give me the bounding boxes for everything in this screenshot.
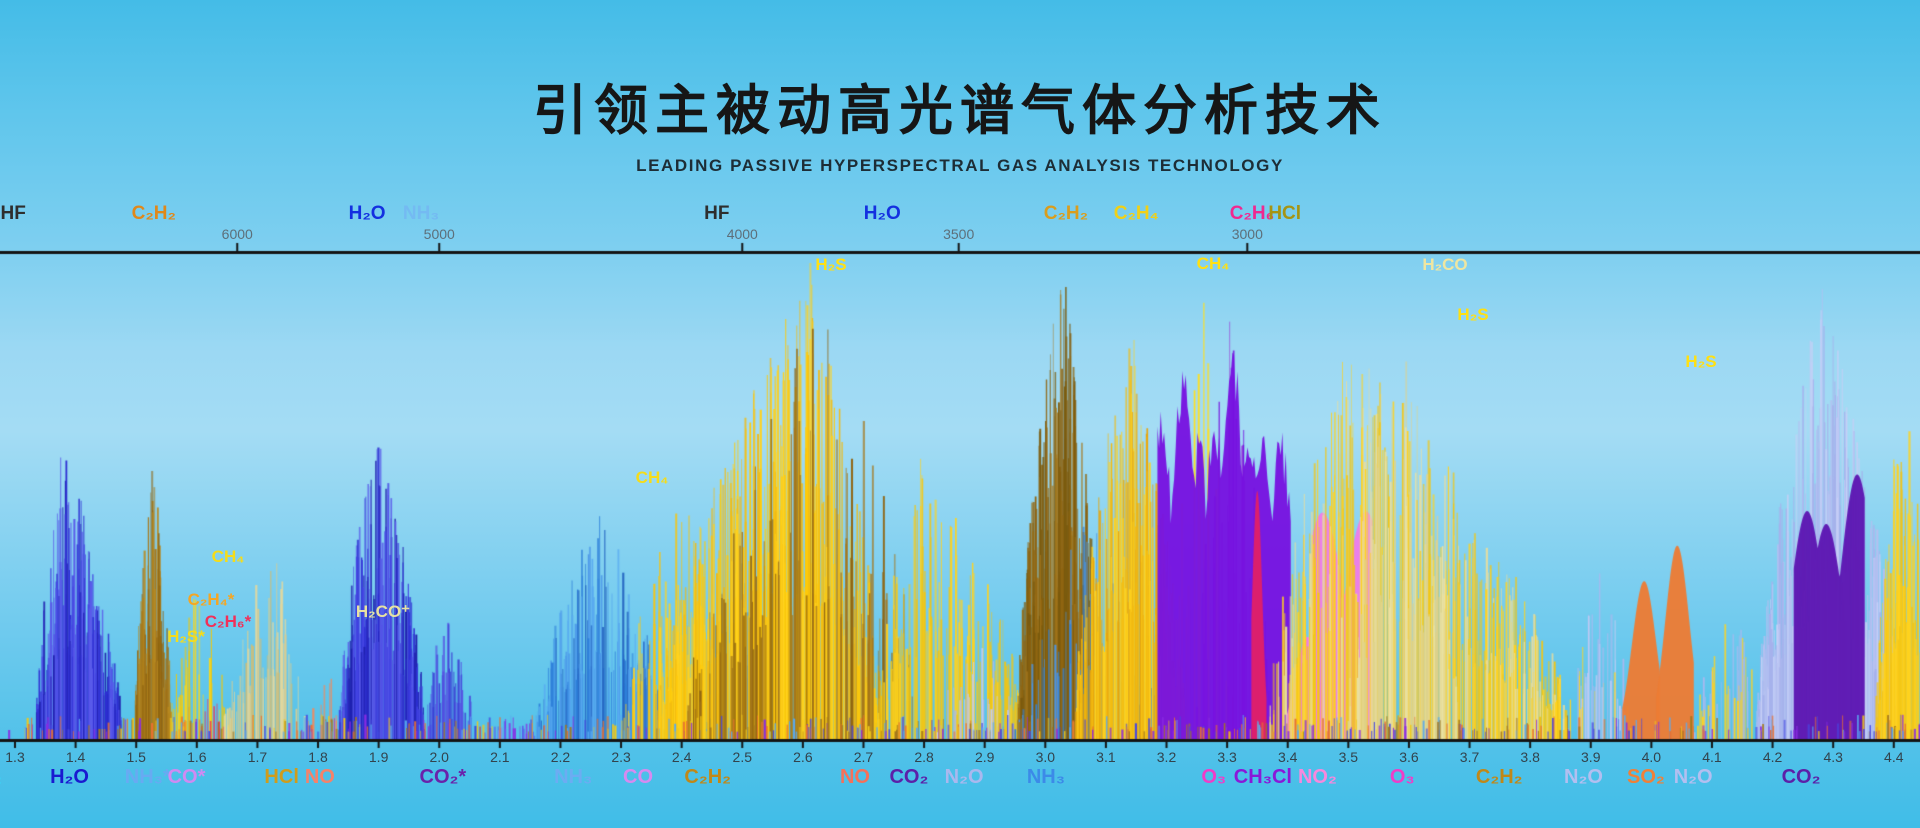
wavelength-tick-label: 3.9: [1581, 749, 1601, 765]
bottom-molecule-label: N₂O: [1673, 766, 1713, 788]
wavelength-tick-label: 3.2: [1156, 749, 1177, 765]
bottom-molecule-label: O₃: [1201, 766, 1227, 788]
bottom-molecule-label: N₂O: [1564, 766, 1603, 788]
top-molecule-label: HF: [704, 203, 730, 224]
wavenumber-tick-label: 5000: [423, 226, 455, 242]
bottom-molecule-label: C₂H₂: [684, 766, 732, 788]
bottom-molecule-label: NH₃*: [124, 766, 171, 788]
wavelength-tick-label: 4.2: [1762, 749, 1783, 765]
wavenumber-tick-label: 4000: [726, 226, 758, 242]
wavenumber-tick-label: 6000: [221, 226, 253, 242]
inplot-molecule-label: CH₄: [211, 547, 245, 566]
wavelength-tick-label: 3.1: [1096, 749, 1116, 765]
top-molecule-label: C₂H₂: [131, 203, 176, 224]
wavelength-tick-label: 1.9: [368, 749, 389, 765]
wavelength-tick-label: 3.7: [1459, 749, 1480, 765]
wavelength-tick-label: 2.8: [914, 749, 934, 765]
top-molecule-label: HCl: [1268, 203, 1302, 224]
bottom-molecule-label: O₂: [0, 766, 2, 789]
bottom-molecule-label: SO₂: [1627, 766, 1665, 788]
bottom-molecule-label: C₂H₂: [1475, 766, 1523, 788]
wavelength-tick-label: 1.5: [126, 749, 146, 765]
bottom-molecule-label: NO: [839, 766, 870, 788]
top-molecule-label: C₂H₂: [1043, 203, 1089, 224]
wavelength-tick-label: 4.1: [1702, 749, 1722, 765]
inplot-molecule-label: H₂S*: [167, 627, 205, 646]
wavelength-tick-label: 2.3: [611, 749, 631, 765]
wavelength-tick-label: 3.0: [1035, 749, 1056, 765]
wavelength-tick-label: 4.0: [1641, 749, 1662, 765]
bottom-molecule-label: CH₃Cl: [1233, 766, 1292, 788]
bottom-molecule-label: NO: [304, 766, 335, 788]
top-molecule-label: C₂H₆: [1229, 203, 1275, 224]
wavelength-tick-label: 3.3: [1217, 749, 1237, 765]
wavelength-tick-label: 2.6: [793, 749, 813, 765]
page-title: 引领主被动高光谱气体分析技术: [533, 81, 1387, 141]
wavelength-tick-label: 1.7: [247, 749, 268, 765]
wavelength-tick-label: 2.0: [429, 749, 449, 765]
bottom-molecule-label: NH₃: [1026, 766, 1065, 788]
inplot-molecule-label: H₂S: [1457, 305, 1489, 324]
wavelength-tick-label: 1.4: [65, 749, 86, 765]
wavelength-tick-label: 2.2: [550, 749, 571, 765]
inplot-molecule-label: CH₄: [635, 468, 669, 487]
wavenumber-tick-label: 3500: [943, 226, 975, 242]
bottom-molecule-label: NH₃: [554, 766, 593, 788]
bottom-molecule-label: HCl: [264, 766, 299, 788]
bottom-molecule-label: CO₂*: [419, 766, 467, 788]
wavelength-tick-label: 3.8: [1520, 749, 1540, 765]
wavelength-tick-label: 3.6: [1399, 749, 1419, 765]
wavelength-tick-label: 2.1: [490, 749, 510, 765]
top-molecule-label: HF: [0, 203, 26, 224]
inplot-molecule-label: C₂H₄*: [187, 590, 235, 609]
inplot-molecule-label: H₂S: [815, 255, 847, 274]
top-molecule-label: H₂O: [863, 203, 901, 224]
bottom-molecule-label: CO: [623, 766, 654, 788]
wavelength-tick-label: 4.3: [1823, 749, 1843, 765]
bottom-molecule-label: H₂O: [50, 766, 89, 788]
wavenumber-tick-label: 3000: [1231, 226, 1263, 242]
inplot-molecule-label: H₂CO⁺: [355, 602, 411, 621]
bottom-molecule-label: O₃: [1389, 766, 1415, 788]
bottom-molecule-label: NO₂: [1297, 766, 1337, 788]
bottom-molecule-label: CO₂: [889, 766, 929, 788]
wavelength-tick-label: 3.4: [1277, 749, 1298, 765]
wavelength-tick-label: 3.5: [1338, 749, 1359, 765]
inplot-molecule-label: C₂H₆*: [204, 612, 252, 631]
wavelength-tick-label: 1.8: [308, 749, 328, 765]
top-molecule-label: NH₃: [402, 203, 440, 224]
wavelength-tick-label: 2.7: [853, 749, 874, 765]
inplot-molecule-label: H₂CO: [1422, 255, 1468, 274]
wavelength-tick-label: 2.9: [974, 749, 995, 765]
top-molecule-label: H₂O: [348, 203, 386, 224]
bottom-molecule-label: CO*: [167, 766, 206, 788]
page-subtitle: LEADING PASSIVE HYPERSPECTRAL GAS ANALYS…: [636, 156, 1284, 175]
bottom-molecule-label: N₂O: [944, 766, 984, 788]
wavelength-tick-label: 2.5: [732, 749, 752, 765]
top-molecule-label: C₂H₄: [1113, 203, 1159, 224]
wavelength-tick-label: 4.4: [1884, 749, 1904, 765]
wavelength-tick-label: 1.6: [187, 749, 207, 765]
inplot-molecule-label: H₂S: [1685, 352, 1717, 371]
inplot-molecule-label: CH₄: [1196, 254, 1230, 273]
wavelength-tick-label: 1.3: [5, 749, 25, 765]
bottom-molecule-label: CO₂: [1781, 766, 1821, 788]
wavelength-tick-label: 2.4: [671, 749, 692, 765]
